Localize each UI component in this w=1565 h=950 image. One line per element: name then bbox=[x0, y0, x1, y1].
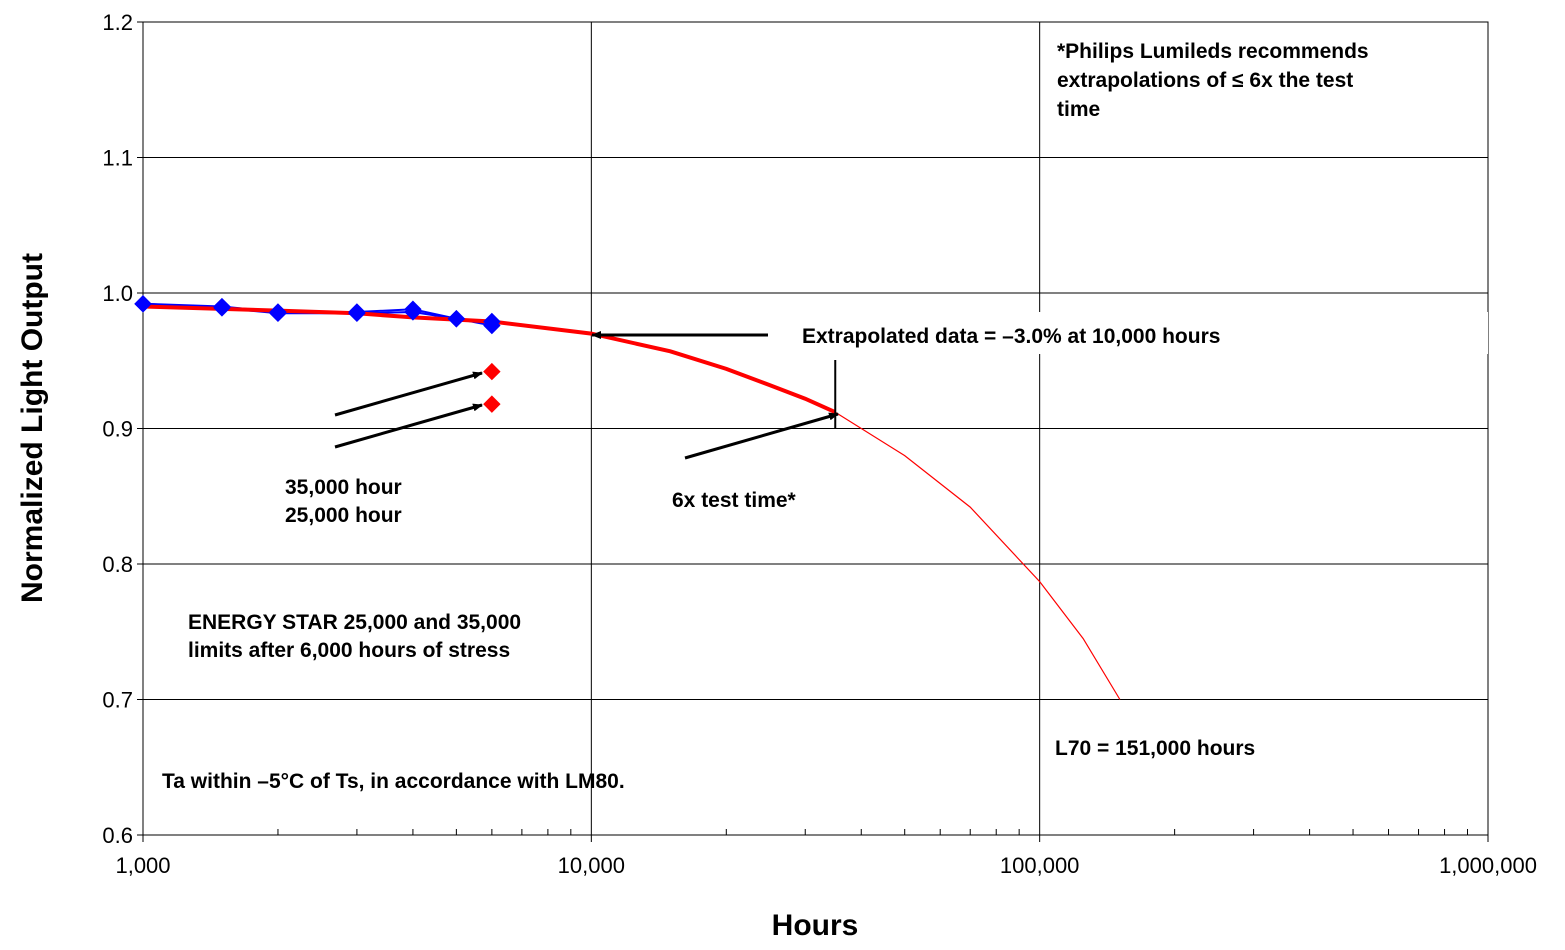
x-tick-label: 1,000,000 bbox=[1439, 853, 1537, 878]
data-point bbox=[483, 316, 501, 335]
axes: 0.6 0.7 0.8 0.9 1.0 1.1 1.2 1,000 10,000 100,000 1… bbox=[102, 10, 1537, 878]
data-point bbox=[447, 310, 466, 328]
y-tick-label: 1.0 bbox=[102, 281, 133, 306]
x-axis-title: Hours bbox=[772, 909, 859, 942]
note-l70: L70 = 151,000 hours bbox=[1055, 737, 1255, 760]
note-35k: 35,000 hour bbox=[285, 476, 402, 499]
data-point bbox=[483, 362, 501, 381]
note-energy-star: limits after 6,000 hours of stress bbox=[188, 639, 510, 662]
fit-curve-extrapolated bbox=[834, 411, 1121, 700]
y-tick-label: 0.8 bbox=[102, 552, 133, 577]
note-extrapolated: Extrapolated data = –3.0% at 10,000 hour… bbox=[802, 325, 1220, 348]
label-background bbox=[790, 312, 1488, 354]
arrow-25k bbox=[334, 403, 483, 449]
arrow-35k bbox=[334, 371, 483, 417]
y-tick-label: 1.1 bbox=[102, 146, 133, 171]
data-point bbox=[269, 304, 287, 323]
y-tick-label: 1.2 bbox=[102, 10, 133, 35]
arrow-six-x bbox=[684, 412, 839, 460]
data-point bbox=[134, 295, 152, 313]
note-philips: time bbox=[1057, 98, 1100, 121]
note-six-x: 6x test time* bbox=[672, 489, 797, 512]
y-axis-title: Normalized Light Output bbox=[16, 253, 49, 603]
x-tick-label: 10,000 bbox=[558, 853, 625, 878]
data-point bbox=[213, 299, 231, 317]
y-tick-label: 0.6 bbox=[102, 823, 133, 848]
x-tick-label: 100,000 bbox=[1000, 853, 1080, 878]
data-point bbox=[483, 395, 501, 413]
annotation-layer: *Philips Lumileds recommends extrapolatio… bbox=[162, 40, 1488, 793]
note-ta: Ta within –5°C of Ts, in accordance with… bbox=[162, 770, 625, 793]
note-25k: 25,000 hour bbox=[285, 504, 402, 527]
y-tick-label: 0.9 bbox=[102, 417, 133, 442]
note-philips: extrapolations of ≤ 6x the test bbox=[1057, 69, 1353, 92]
grid bbox=[142, 21, 1489, 836]
note-energy-star: ENERGY STAR 25,000 and 35,000 bbox=[188, 611, 521, 634]
note-philips: *Philips Lumileds recommends bbox=[1057, 40, 1369, 63]
x-tick-label: 1,000 bbox=[115, 853, 170, 878]
data-point bbox=[404, 303, 422, 321]
y-tick-label: 0.7 bbox=[102, 688, 133, 713]
data-point bbox=[348, 304, 366, 323]
